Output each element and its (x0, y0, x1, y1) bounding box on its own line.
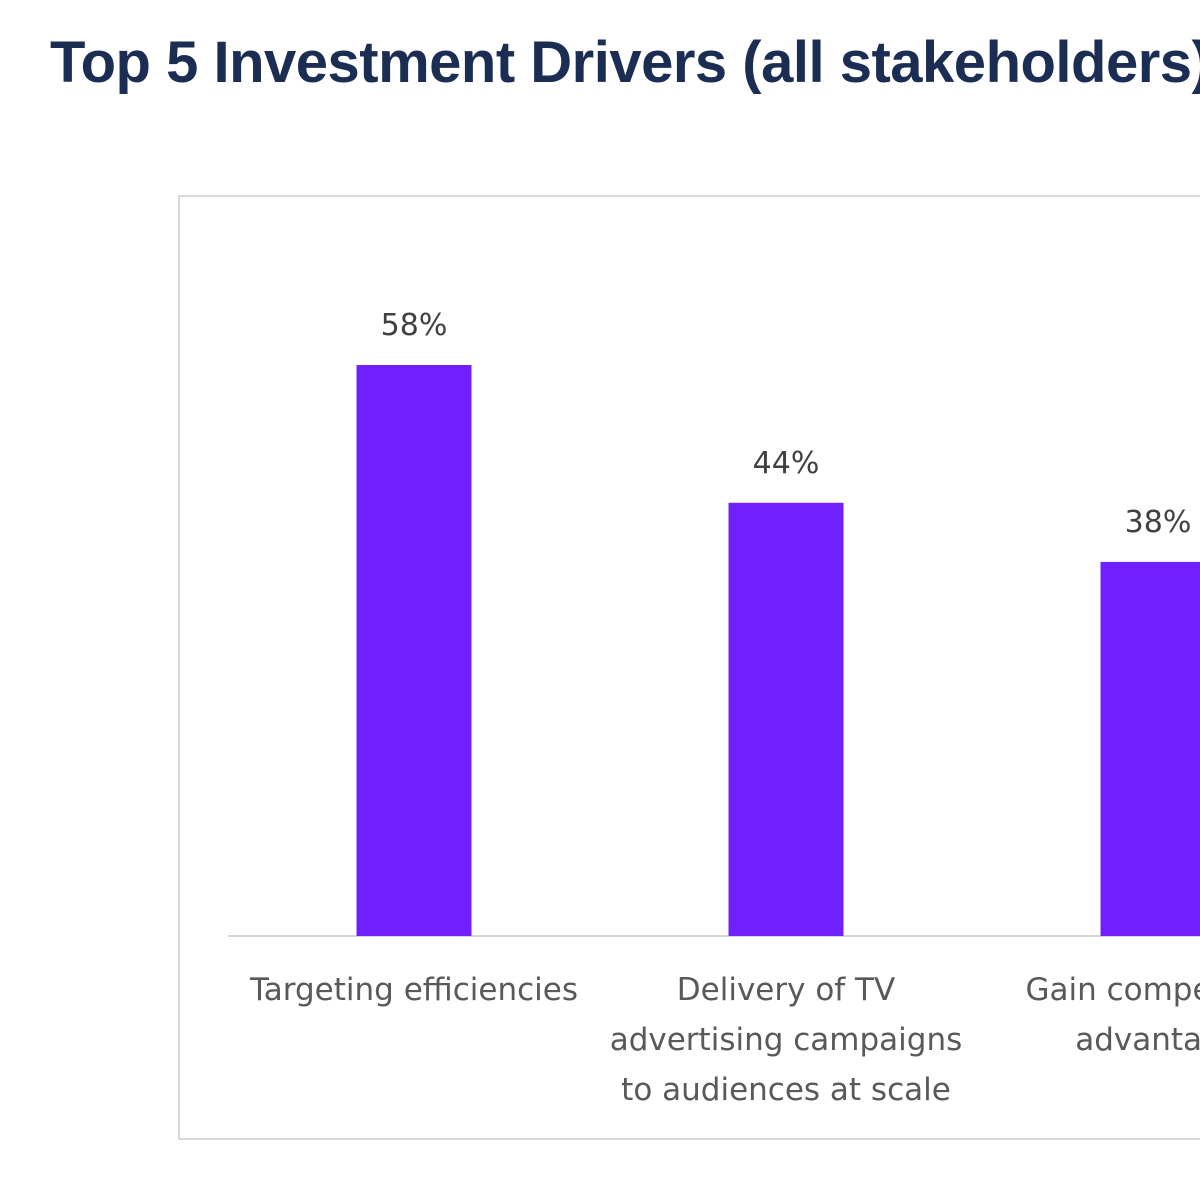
category-label-2-line-2: advertising campaigns (610, 1022, 963, 1058)
bar-group (356, 365, 1200, 936)
bar-3 (1100, 561, 1200, 936)
category-label-1-line-1: Targeting efficiencies (249, 972, 578, 1008)
bar-value-label-2: 44% (753, 446, 820, 481)
category-label-3-line-2: advantage (1075, 1022, 1200, 1058)
category-label-2-line-1: Delivery of TV (677, 972, 895, 1008)
category-label-3: Gain competitive advantage (1025, 972, 1200, 1058)
bar-2 (728, 502, 844, 936)
category-label-2-line-3: to audiences at scale (621, 1072, 951, 1108)
chart-frame (178, 195, 1200, 1140)
page-title: Top 5 Investment Drivers (all stakeholde… (50, 30, 1200, 95)
bar-value-label-3: 38% (1125, 505, 1192, 540)
category-label-2: Delivery of TV advertising campaigns to au… (610, 972, 963, 1108)
category-label-1: Targeting efficiencies (249, 972, 578, 1008)
value-label-group: 58% 44% 38% (381, 308, 1192, 540)
bar-1 (356, 365, 472, 936)
bar-value-label-1: 58% (381, 308, 448, 343)
category-label-3-line-1: Gain competitive (1025, 972, 1200, 1008)
category-label-group: Targeting efficiencies Delivery of TV adve… (249, 972, 1200, 1108)
